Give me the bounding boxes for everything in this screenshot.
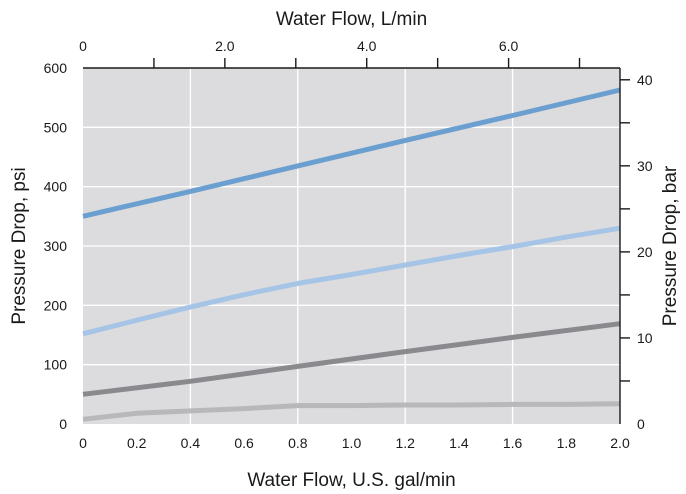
top-x-tick-label: 4.0: [357, 38, 377, 54]
right-y-tick-label: 40: [637, 72, 653, 88]
series-line-2: [82, 225, 621, 337]
y-tick-label: 500: [44, 119, 68, 135]
grid: [83, 68, 620, 424]
top-x-tick-label: 6.0: [499, 38, 519, 54]
x-tick-label: 1.2: [395, 435, 415, 451]
top-x-axis-title: Water Flow, L/min: [276, 9, 427, 30]
y-tick-label: 0: [59, 416, 67, 432]
right-y-tick-label: 20: [637, 244, 653, 260]
series-line-4: [82, 401, 621, 422]
top-x-tick-label: 0: [79, 38, 87, 54]
right-y-tick-label: 30: [637, 158, 653, 174]
y-tick-label: 400: [44, 179, 68, 195]
right-y-axis-title: Pressure Drop, bar: [660, 165, 681, 326]
series-group: [82, 87, 621, 422]
right-y-tick-label: 0: [637, 416, 645, 432]
series-line-3: [82, 321, 621, 397]
x-tick-label: 1.6: [503, 435, 523, 451]
x-tick-label: 1.8: [557, 435, 577, 451]
top-x-tick-label: 2.0: [215, 38, 235, 54]
x-tick-label: 2.0: [610, 435, 630, 451]
x-tick-label: 0.2: [127, 435, 147, 451]
x-tick-label: 0.6: [234, 435, 254, 451]
right-y-tick-label: 10: [637, 330, 653, 346]
y-tick-label: 600: [44, 60, 68, 76]
series-line-1: [82, 87, 621, 219]
x-axis-title: Water Flow, U.S. gal/min: [247, 470, 455, 491]
y-tick-label: 200: [44, 297, 68, 313]
y-axis-title: Pressure Drop, psi: [9, 167, 30, 324]
y-tick-label: 300: [44, 238, 68, 254]
x-tick-label: 1.0: [342, 435, 362, 451]
x-tick-label: 0.4: [181, 435, 201, 451]
x-tick-label: 0: [79, 435, 87, 451]
x-tick-label: 1.4: [449, 435, 469, 451]
x-tick-label: 0.8: [288, 435, 308, 451]
axes: 0 0.2 0.4 0.6 0.8 1.0 1.2 1.4 1.6 1.8 2.0010020030…: [44, 38, 653, 451]
y-tick-label: 100: [44, 357, 68, 373]
